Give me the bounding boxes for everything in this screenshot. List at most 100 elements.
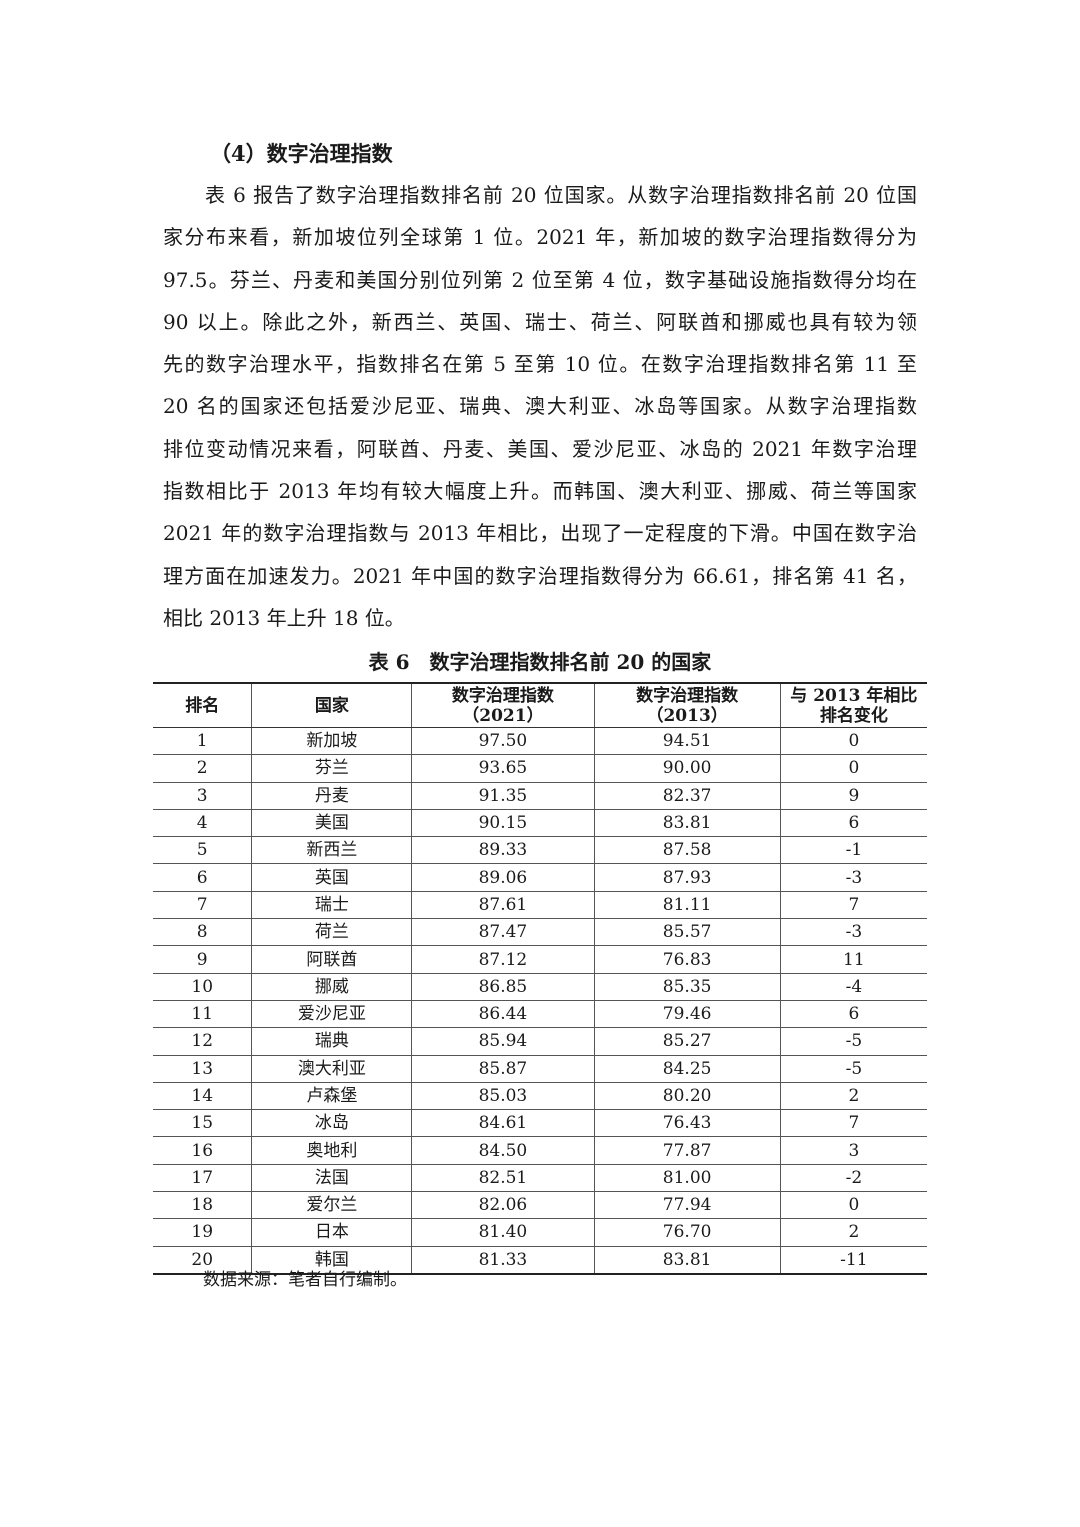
table-row: 18 爱尔兰 82.06 77.94 0 [153, 1191, 927, 1220]
table-cell: 11 [779, 945, 927, 974]
table-cell: -2 [779, 1164, 927, 1193]
table-cell: -5 [779, 1027, 927, 1056]
header-line: 国家 [314, 695, 349, 716]
table-cell: 新西兰 [251, 836, 412, 865]
table-cell: 卢森堡 [251, 1082, 412, 1111]
table-cell: 90.15 [411, 809, 595, 838]
paragraph-line: 先的数字治理水平，指数排名在第 5 至第 10 位。在数字治理指数排名第 11 … [163, 352, 917, 377]
table-cell: 76.70 [593, 1218, 781, 1247]
paragraph-line: 排位变动情况来看，阿联酋、丹麦、美国、爱沙尼亚、冰岛的 2021 年数字治理 [163, 436, 917, 461]
table-cell: 6 [153, 863, 252, 892]
table-cell: 阿联酋 [251, 945, 412, 974]
table-row: 7 瑞士 87.61 81.11 7 [153, 891, 927, 920]
table-cell: -3 [779, 863, 927, 892]
table-cell: 2 [153, 754, 252, 783]
table-cell: 7 [153, 891, 252, 920]
table-cell: 81.33 [411, 1246, 595, 1275]
paragraph-line: 家分布来看，新加坡位列全球第 1 位。2021 年，新加坡的数字治理指数得分为 [163, 225, 917, 250]
table-cell: 81.11 [593, 891, 781, 920]
table-cell: 0 [779, 754, 927, 783]
table-cell: 3 [779, 1136, 927, 1165]
table-cell: 2 [779, 1082, 927, 1111]
paragraph-line: 90 以上。除此之外，新西兰、英国、瑞士、荷兰、阿联酋和挪威也具有较为领 [163, 309, 917, 334]
table-cell: -11 [779, 1246, 927, 1275]
table-cell: 瑞典 [251, 1027, 412, 1056]
table-cell: 美国 [251, 809, 412, 838]
table-row: 12 瑞典 85.94 85.27 -5 [153, 1027, 927, 1056]
body-paragraph: 表 6 报告了数字治理指数排名前 20 位国家。从数字治理指数排名前 20 位国… [163, 174, 917, 639]
table-row: 20 韩国 81.33 83.81 -11 [153, 1246, 927, 1275]
paragraph-line: 20 名的国家还包括爱沙尼亚、瑞典、澳大利亚、冰岛等国家。从数字治理指数 [163, 394, 917, 419]
table-cell: 81.40 [411, 1218, 595, 1247]
table-cell: 87.61 [411, 891, 595, 920]
paragraph-line: 2021 年的数字治理指数与 2013 年相比，出现了一定程度的下滑。中国在数字… [163, 521, 917, 546]
table-row: 10 挪威 86.85 85.35 -4 [153, 973, 927, 1001]
table-row: 4 美国 90.15 83.81 6 [153, 809, 927, 838]
table-cell: 87.58 [593, 836, 781, 865]
column-header: 与 2013 年相比 排名变化 [779, 683, 927, 728]
table-row: 17 法国 82.51 81.00 -2 [153, 1164, 927, 1193]
table-cell: 冰岛 [251, 1109, 412, 1138]
table-cell: 爱尔兰 [251, 1191, 412, 1220]
header-line: （2013） [646, 705, 728, 726]
header-line: （2021） [462, 705, 544, 726]
table-row: 13 澳大利亚 85.87 84.25 -5 [153, 1055, 927, 1083]
paragraph-line: 相比 2013 年上升 18 位。 [163, 605, 405, 630]
paragraph-line: 理方面在加速发力。2021 年中国的数字治理指数得分为 66.61，排名第 41… [163, 563, 917, 588]
table-row: 9 阿联酋 87.12 76.83 11 [153, 945, 927, 974]
ranking-table: 排名 国家 数字治理指数 （2021） 数字治理指数 （2013）与 2013 年相比 排名… [153, 682, 927, 1275]
table-cell: 新加坡 [251, 727, 412, 756]
table-cell: 奥地利 [251, 1136, 412, 1165]
table-cell: 3 [153, 782, 252, 810]
table-cell: -3 [779, 918, 927, 947]
table-cell: 91.35 [411, 782, 595, 810]
table-cell: 7 [779, 891, 927, 920]
table-cell: 85.94 [411, 1027, 595, 1056]
table-cell: 8 [153, 918, 252, 947]
header-line: 数字治理指数 [451, 685, 554, 706]
table-row: 8 荷兰 87.47 85.57 -3 [153, 918, 927, 947]
table-cell: 85.27 [593, 1027, 781, 1056]
table-cell: -5 [779, 1055, 927, 1083]
table-cell: 86.44 [411, 1000, 595, 1029]
table-cell: 12 [153, 1027, 252, 1056]
table-cell: 97.50 [411, 727, 595, 756]
header-line: 排名变化 [819, 705, 888, 726]
table-row: 11 爱沙尼亚 86.44 79.46 6 [153, 1000, 927, 1029]
table-cell: 94.51 [593, 727, 781, 756]
table-cell: 爱沙尼亚 [251, 1000, 412, 1029]
table-cell: 韩国 [251, 1246, 412, 1275]
column-header: 排名 [153, 683, 252, 728]
table-row: 1 新加坡 97.50 94.51 0 [153, 727, 927, 756]
table-cell: 11 [153, 1000, 252, 1029]
table-cell: 90.00 [593, 754, 781, 783]
table-cell: 澳大利亚 [251, 1055, 412, 1083]
table-row: 14 卢森堡 85.03 80.20 2 [153, 1082, 927, 1111]
column-header: 国家 [251, 683, 412, 728]
table-cell: 9 [779, 782, 927, 810]
table-cell: 17 [153, 1164, 252, 1193]
table-row: 6 英国 89.06 87.93 -3 [153, 863, 927, 892]
table-cell: 5 [153, 836, 252, 865]
table-cell: 13 [153, 1055, 252, 1083]
table-cell: -1 [779, 836, 927, 865]
table-cell: 4 [153, 809, 252, 838]
table-cell: 日本 [251, 1218, 412, 1247]
table-row: 3 丹麦 91.35 82.37 9 [153, 782, 927, 810]
table-cell: 85.57 [593, 918, 781, 947]
table-row: 5 新西兰 89.33 87.58 -1 [153, 836, 927, 865]
table-row: 19 日本 81.40 76.70 2 [153, 1218, 927, 1247]
table-cell: 77.94 [593, 1191, 781, 1220]
table-caption: 表 6 数字治理指数排名前 20 的国家 [368, 650, 712, 674]
table-cell: 89.06 [411, 863, 595, 892]
table-cell: 82.51 [411, 1164, 595, 1193]
data-source-note: 数据来源：笔者自行编制。 [203, 1270, 407, 1290]
table-row: 2 芬兰 93.65 90.00 0 [153, 754, 927, 783]
table-cell: 79.46 [593, 1000, 781, 1029]
paragraph-line: 表 6 报告了数字治理指数排名前 20 位国家。从数字治理指数排名前 20 位国 [205, 183, 917, 207]
table-cell: 14 [153, 1082, 252, 1111]
table-cell: 2 [779, 1218, 927, 1247]
table-cell: 挪威 [251, 973, 412, 1001]
table-cell: 76.83 [593, 945, 781, 974]
paragraph-line: 指数相比于 2013 年均有较大幅度上升。而韩国、澳大利亚、挪威、荷兰等国家 [163, 479, 917, 504]
